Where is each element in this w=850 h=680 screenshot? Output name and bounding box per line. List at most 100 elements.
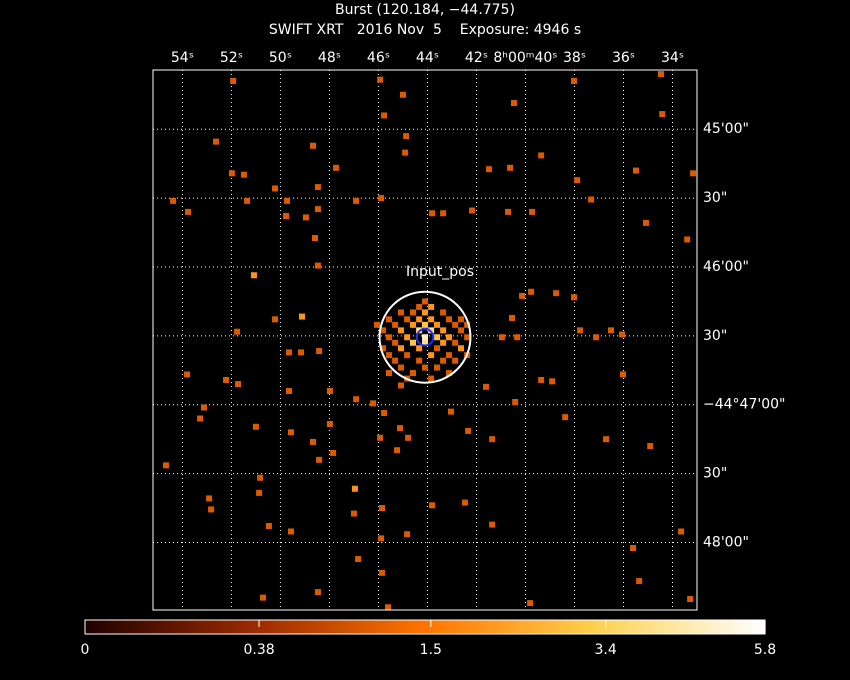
colorbar-cell [457,620,462,634]
region-label: Input_pos [406,264,474,280]
colorbar-cell [369,620,374,634]
colorbar-cell [553,620,558,634]
pixel [310,142,317,149]
pixel [235,381,242,388]
colorbar-cell [377,620,382,634]
colorbar-cell [273,620,278,634]
pixel [197,415,204,422]
colorbar-cell [97,620,102,634]
pixel [409,339,416,346]
pixel [316,456,323,463]
colorbar-cell [757,620,762,634]
pixel [434,345,441,352]
region-circle [415,327,435,347]
colorbar-cell [449,620,454,634]
pixel [402,149,409,156]
colorbar-cell [401,620,406,634]
pixel [380,345,387,352]
colorbar-cell [117,620,122,634]
pixel [428,352,435,359]
pixel [397,382,404,389]
pixel [404,531,411,538]
pixel [385,352,392,359]
colorbar-cell [509,620,514,634]
colorbar-cell [325,620,330,634]
pixel [538,152,545,159]
pixel [458,316,465,323]
pixel [326,387,333,394]
pixel [416,345,423,352]
y-tick-label: 30" [703,190,727,206]
pixel [505,208,512,215]
pixel [404,352,411,359]
colorbar-cell [725,620,730,634]
pixel [298,313,305,320]
pixel [162,462,169,469]
colorbar-cell [137,620,142,634]
colorbar-cell [525,620,530,634]
x-tick-label: 36ˢ [612,50,635,66]
pixel [422,334,428,341]
colorbar-cell [529,620,534,634]
y-tick-label: 48'00" [703,535,749,551]
pixel [452,321,459,328]
pixel [684,236,691,243]
colorbar-cell [601,620,606,634]
colorbar-cell [705,620,710,634]
colorbar-cell [221,620,226,634]
colorbar-cell [305,620,310,634]
pixel [508,314,515,321]
colorbar-cell [741,620,746,634]
pixel [399,91,406,98]
colorbar-cell [761,620,766,634]
colorbar-cell [445,620,450,634]
colorbar-cell [317,620,322,634]
colorbar-cell [277,620,282,634]
pixel [465,427,472,434]
pixel [603,436,610,443]
colorbar-cell [149,620,154,634]
colorbar-cell [417,620,422,634]
colorbar-cell [489,620,494,634]
colorbar-cell [485,620,490,634]
pixel [256,489,263,496]
colorbar-cell [589,620,594,634]
colorbar-cell [641,620,646,634]
pixel [234,328,241,335]
x-tick-label: 8ʰ00ᵐ40ˢ [493,50,557,66]
colorbar-cell [269,620,274,634]
pixel [212,138,219,145]
colorbar-cell [621,620,626,634]
colorbar-cell [113,620,118,634]
colorbar-cell [265,620,270,634]
pixel [377,434,384,441]
colorbar-cell [141,620,146,634]
pixel [519,292,526,299]
pixel [489,521,496,528]
pixel [507,164,514,171]
colorbar-cell [669,620,674,634]
pixel [643,219,650,226]
pixel [333,164,340,171]
colorbar-cell [289,620,294,634]
pixel [397,364,404,371]
colorbar-cell [733,620,738,634]
pixel [570,294,577,301]
pixel [265,522,272,529]
pixel [422,309,428,316]
pixel [528,288,535,295]
colorbar-cell [385,620,390,634]
pixel [230,78,237,85]
colorbar-cell [177,620,182,634]
pixel [416,303,423,310]
colorbar-cell [89,620,94,634]
pixel [184,371,191,378]
colorbar-cell [625,620,630,634]
colorbar-cell [101,620,106,634]
pixel [314,206,321,213]
colorbar-cell [121,620,126,634]
colorbar-cell [393,620,398,634]
pixel [440,339,447,346]
colorbar-cell [301,620,306,634]
pixel [422,321,428,328]
